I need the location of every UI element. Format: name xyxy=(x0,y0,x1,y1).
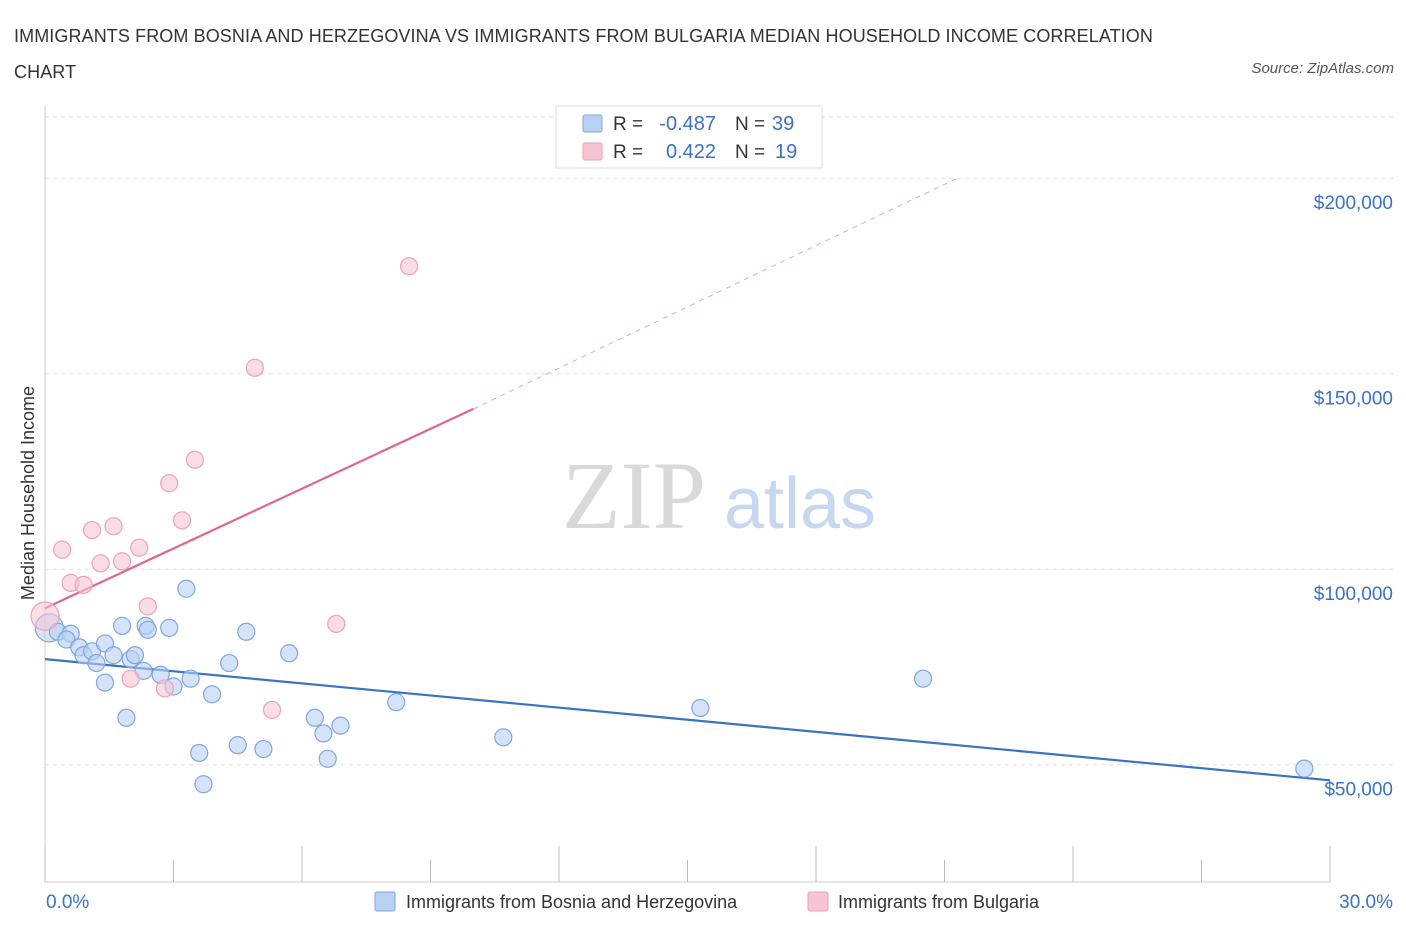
data-point-bosnia xyxy=(318,749,337,768)
trend-line-0 xyxy=(44,658,1331,782)
data-point-bulgaria xyxy=(121,669,140,688)
data-point-bosnia xyxy=(331,716,350,735)
grid-layer: $50,000 $100,000 $150,000 $200,000 xyxy=(45,116,1395,801)
data-point-bosnia xyxy=(280,644,299,663)
series-legend-label-bosnia: Immigrants from Bosnia and Herzegovina xyxy=(406,892,738,912)
data-point-bosnia xyxy=(494,728,513,747)
stats-legend-swatch-pink xyxy=(582,142,603,161)
data-point-bulgaria xyxy=(104,517,123,536)
data-point-bosnia xyxy=(112,616,132,635)
watermark: ZIP atlas xyxy=(562,442,876,549)
y-tick-label: $150,000 xyxy=(1314,389,1393,410)
y-axis-title: Median Household Income xyxy=(18,386,38,600)
data-point-bulgaria xyxy=(138,597,157,616)
stats-legend-r-value-1: -0.487 xyxy=(659,113,716,135)
data-point-bulgaria xyxy=(83,520,102,540)
data-point-bosnia xyxy=(237,622,256,641)
chart-title: IMMIGRANTS FROM BOSNIA AND HERZEGOVINA V… xyxy=(14,26,1153,82)
trend-line-extension-1 xyxy=(473,177,958,410)
data-point-bosnia xyxy=(314,724,333,743)
series-legend-swatch-bosnia xyxy=(374,891,396,912)
data-point-bosnia xyxy=(117,708,136,727)
x-tick-label-max: 30.0% xyxy=(1339,892,1393,913)
data-point-bulgaria xyxy=(112,552,132,571)
data-point-bosnia xyxy=(194,775,213,794)
data-point-bosnia xyxy=(305,708,324,727)
data-point-bosnia xyxy=(387,693,406,712)
stats-legend-swatch-blue xyxy=(582,114,603,133)
series-legend: Immigrants from Bosnia and Herzegovina I… xyxy=(374,891,1040,912)
data-point-bulgaria xyxy=(160,474,179,493)
data-point-bosnia xyxy=(160,618,179,637)
y-tick-label: $200,000 xyxy=(1314,193,1393,214)
stats-legend-n-label-1: N = xyxy=(735,114,765,135)
axis-layer xyxy=(44,106,1331,883)
data-point-bosnia xyxy=(138,620,157,639)
data-point-bulgaria xyxy=(53,540,72,559)
stats-legend-r-label-1: R = xyxy=(613,114,643,135)
data-point-bosnia xyxy=(254,739,273,759)
data-point-bosnia xyxy=(691,698,710,718)
trend-layer xyxy=(44,177,1331,782)
data-point-bulgaria xyxy=(130,538,149,557)
data-point-bosnia xyxy=(104,646,123,665)
data-point-bulgaria xyxy=(155,679,175,698)
data-point-bosnia xyxy=(202,685,222,704)
stats-legend-r-label-2: R = xyxy=(613,142,643,163)
data-point-bulgaria xyxy=(172,511,192,530)
stats-legend-n-value-2: 19 xyxy=(775,141,797,163)
data-point-bulgaria xyxy=(91,554,110,573)
series-legend-label-bulgaria: Immigrants from Bulgaria xyxy=(838,892,1040,912)
y-tick-label: $50,000 xyxy=(1324,780,1393,801)
watermark-zip: ZIP xyxy=(562,442,706,549)
data-point-bulgaria xyxy=(74,575,93,594)
series-legend-swatch-bulgaria xyxy=(807,891,829,912)
stats-legend-n-label-2: N = xyxy=(735,142,765,163)
data-point-bulgaria xyxy=(327,614,346,634)
x-tick-label-min: 0.0% xyxy=(46,892,89,913)
data-point-bosnia xyxy=(177,579,196,598)
data-point-bosnia xyxy=(228,736,247,755)
stats-legend: R = -0.487 N = 39 R = 0.422 N = 19 xyxy=(555,105,823,169)
data-point-bulgaria xyxy=(399,257,419,276)
data-point-bosnia xyxy=(181,669,200,688)
watermark-atlas: atlas xyxy=(724,464,876,544)
source-label: Source: ZipAtlas.com xyxy=(1251,60,1394,77)
data-point-bosnia xyxy=(1295,759,1314,778)
data-point-bosnia xyxy=(87,653,106,673)
y-tick-label: $100,000 xyxy=(1314,584,1393,605)
data-point-bosnia xyxy=(95,673,115,692)
data-point-bulgaria xyxy=(262,700,282,720)
data-point-bosnia xyxy=(220,653,239,673)
data-point-bosnia xyxy=(125,646,145,665)
trend-line-1 xyxy=(44,407,474,610)
data-point-bulgaria xyxy=(245,358,264,377)
data-point-bulgaria xyxy=(185,450,205,469)
data-point-bosnia xyxy=(913,669,933,688)
stats-legend-n-value-1: 39 xyxy=(772,113,794,135)
data-point-bosnia xyxy=(190,743,209,763)
data-point-bulgaria xyxy=(30,601,60,631)
stats-legend-r-value-2: 0.422 xyxy=(666,141,716,163)
points-layer xyxy=(30,257,1314,794)
